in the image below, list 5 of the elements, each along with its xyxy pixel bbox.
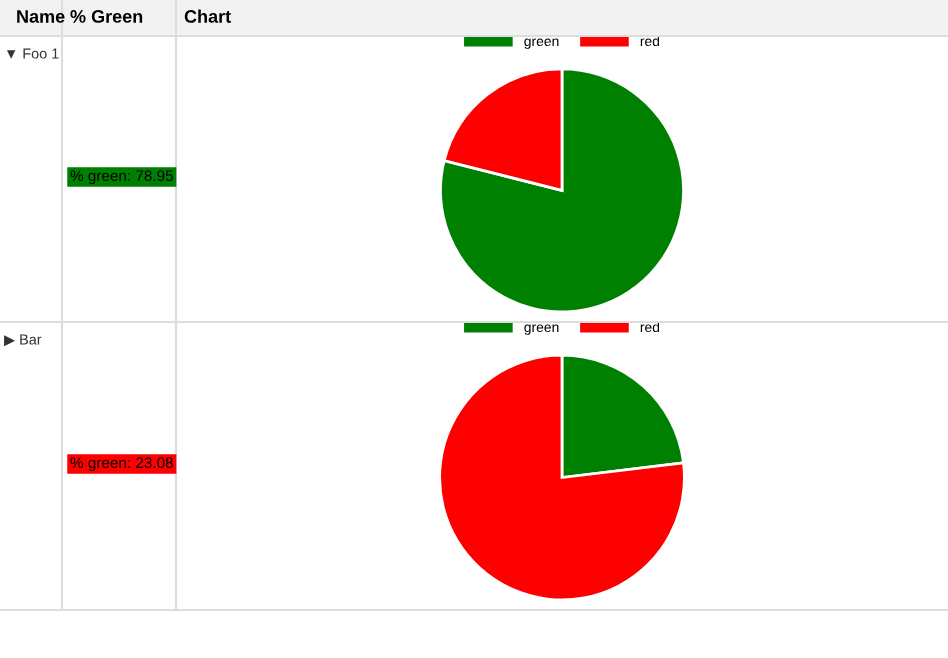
pie-slice (439, 67, 685, 314)
text: % Green (70, 10, 143, 23)
pie-slice (438, 353, 686, 602)
text: Name (17, 10, 65, 23)
text: Chart (184, 9, 231, 23)
